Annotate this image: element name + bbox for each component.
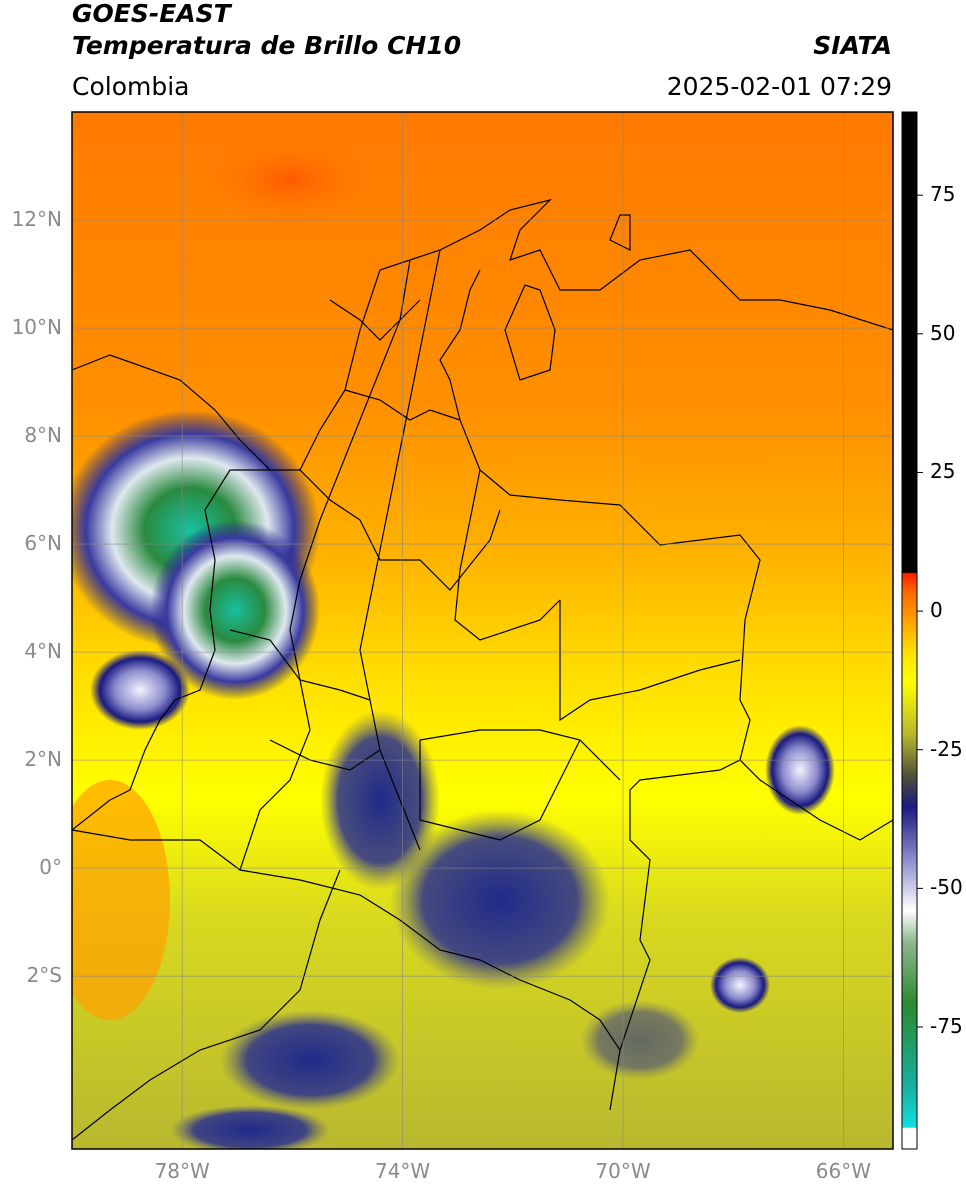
dept-border-caqueta	[419, 739, 581, 841]
border-brazil	[609, 759, 741, 1111]
datetime-label: 2025-02-01 07:29	[666, 72, 892, 101]
cloud-cell-east	[765, 725, 835, 815]
lat-tick-label: 0°	[39, 855, 62, 880]
lat-tick-label: 10°N	[11, 315, 62, 340]
cloud-cell-southwest	[90, 650, 190, 730]
colorbar-frame	[901, 111, 918, 1150]
convective-cloud-choco	[150, 520, 320, 700]
dept-border-vichada	[559, 600, 741, 722]
dept-border-valle	[229, 629, 371, 701]
colorbar	[902, 112, 917, 1149]
dept-border-guaviare	[419, 729, 621, 781]
imagery-layer	[72, 112, 893, 1149]
dept-border-west	[239, 259, 411, 871]
dept-border-east	[454, 469, 561, 641]
lat-tick-label: 12°N	[11, 207, 62, 232]
lat-tick-label: 4°N	[24, 639, 62, 664]
cloud-band-amazon	[390, 810, 610, 990]
dept-border-atlantico	[329, 299, 421, 341]
lat-tick-label: 8°N	[24, 423, 62, 448]
lat-tick-label: 2°S	[26, 963, 62, 988]
borders-layer	[72, 198, 893, 1141]
colorbar-tick-label: 75	[930, 182, 956, 207]
cloud-band-south	[220, 1010, 400, 1110]
cloud-band-andes	[320, 710, 440, 890]
colorbar-tick-label: -50	[930, 875, 963, 900]
lake-maracaibo	[504, 284, 556, 381]
colorbar-tick-label: 0	[930, 598, 943, 623]
organization-label: SIATA	[813, 31, 892, 60]
border-venezuela	[439, 269, 893, 841]
map-frame	[71, 111, 894, 1150]
cloud-patch-putumayo	[580, 1000, 700, 1080]
colorbar-tick-label: 25	[930, 459, 956, 484]
paraguana-peninsula	[609, 214, 631, 251]
lon-tick-label: 78°W	[154, 1159, 210, 1183]
lat-tick-label: 6°N	[24, 531, 62, 556]
region-label: Colombia	[72, 72, 190, 101]
cloud-cell-southeast	[710, 957, 770, 1013]
dept-border-santander	[299, 469, 501, 591]
lon-tick-label: 66°W	[815, 1159, 872, 1183]
warm-area-pacific	[72, 780, 170, 1020]
colorbar-tick-label: -75	[930, 1014, 963, 1038]
colorbar-tick-label: 50	[930, 320, 956, 345]
lon-tick-label: 70°W	[595, 1159, 651, 1183]
coastline-pacific	[72, 469, 270, 831]
lat-tick-label: 2°N	[24, 747, 62, 772]
warm-area	[200, 135, 380, 225]
satellite-title: GOES-EAST	[72, 0, 231, 28]
product-title: Temperatura de Brillo CH10	[72, 31, 462, 60]
border-ecuador-south	[72, 869, 341, 1141]
cloud-band-south-edge	[170, 1105, 330, 1149]
dept-border-bolivar	[344, 389, 461, 421]
colorbar-ticks	[917, 194, 923, 1028]
lon-tick-label: 74°W	[374, 1159, 431, 1183]
grid-lines	[72, 112, 893, 1149]
border-ecuador-peru	[72, 829, 621, 1051]
colorbar-tick-label: -25	[930, 736, 963, 761]
